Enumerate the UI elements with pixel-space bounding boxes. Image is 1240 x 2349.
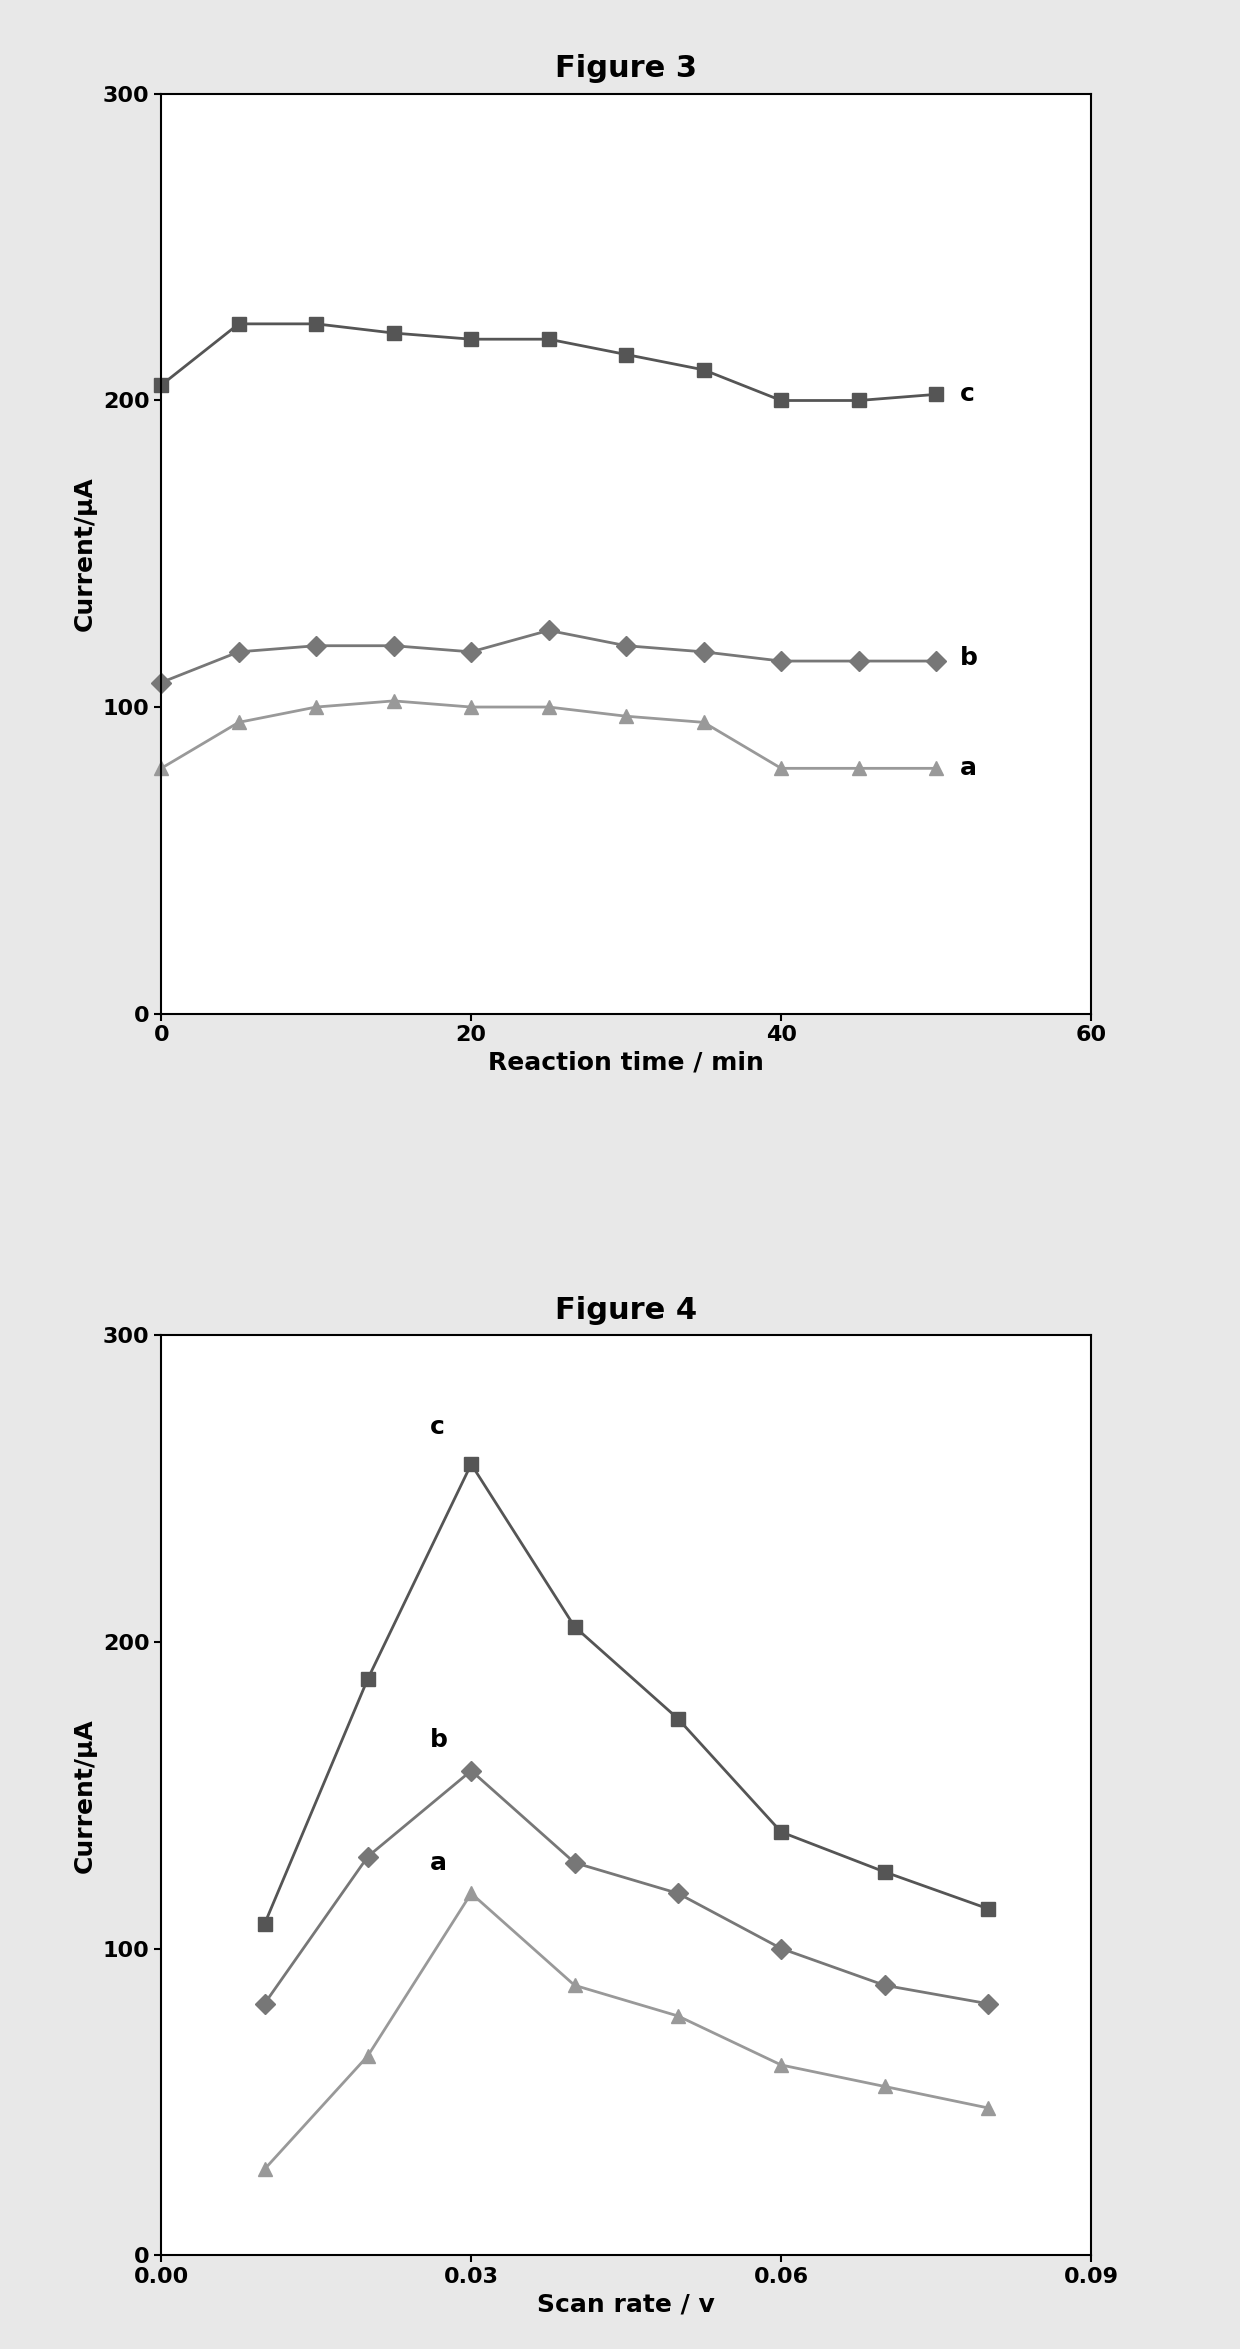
- Text: c: c: [960, 383, 975, 406]
- Y-axis label: Current/μA: Current/μA: [73, 1717, 97, 1872]
- Y-axis label: Current/μA: Current/μA: [73, 477, 97, 632]
- Text: a: a: [430, 1851, 446, 1875]
- X-axis label: Scan rate / v: Scan rate / v: [537, 2293, 715, 2316]
- X-axis label: Reaction time / min: Reaction time / min: [489, 1050, 764, 1076]
- Text: c: c: [430, 1416, 445, 1440]
- Title: Figure 3: Figure 3: [556, 54, 697, 82]
- Text: a: a: [960, 756, 976, 780]
- Text: b: b: [960, 646, 977, 669]
- Title: Figure 4: Figure 4: [556, 1297, 697, 1325]
- Text: b: b: [430, 1729, 448, 1752]
